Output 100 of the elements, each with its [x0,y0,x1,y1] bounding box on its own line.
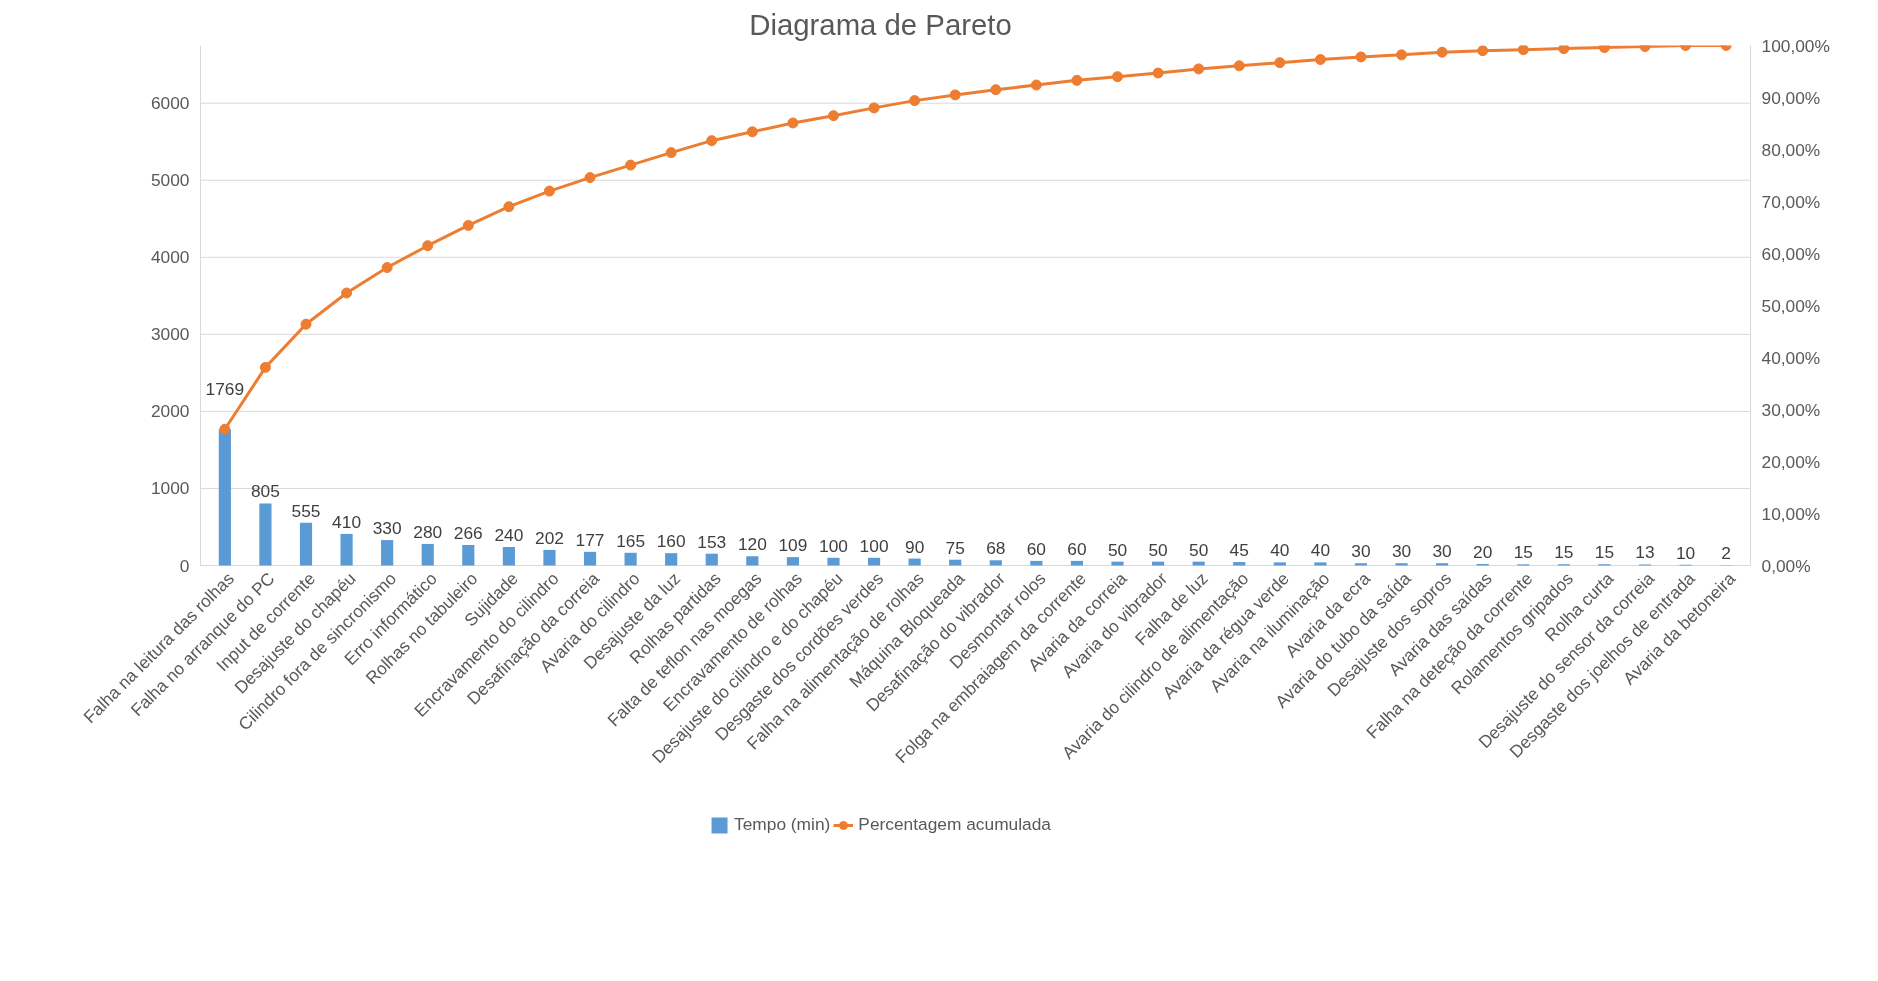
bar [746,556,759,566]
point [706,135,718,147]
bar [1030,560,1043,566]
point [1314,54,1326,66]
point [503,201,515,213]
point [827,110,839,122]
point [422,240,434,252]
data-label: 410 [332,511,362,532]
bar [1273,562,1286,566]
point [746,126,758,138]
bar [705,553,718,566]
bar [949,559,962,566]
data-label: 50 [1107,539,1128,560]
point [1071,74,1083,86]
point [543,185,555,197]
data-label: 177 [575,529,605,550]
data-label: 45 [1229,540,1249,561]
data-label: 15 [1554,542,1574,563]
data-label: 153 [697,531,727,552]
point [868,102,880,114]
data-label: 202 [535,527,564,548]
data-label: 75 [945,537,965,558]
point [1517,45,1529,56]
point [1112,71,1124,83]
point [909,95,921,107]
y2-tick-label: 10,00% [1761,503,1821,524]
bar [1111,561,1124,566]
point [1355,51,1367,63]
data-label: 330 [372,518,402,539]
bar [543,549,556,566]
bar [867,557,881,566]
point [665,147,677,159]
bar [1070,560,1084,566]
data-label: 160 [656,531,686,552]
point [990,84,1002,96]
y-tick-label: 5000 [150,170,190,191]
data-label: 90 [905,536,925,557]
point [787,117,799,129]
point [1396,49,1408,61]
data-label: 109 [778,535,808,556]
data-label: 40 [1270,540,1290,561]
data-label: 266 [453,523,483,544]
y-tick-label: 6000 [150,93,190,114]
bar [665,553,678,566]
point [1152,67,1164,79]
data-label: 30 [1432,541,1452,562]
data-label: 165 [616,530,646,551]
point [1030,79,1042,91]
chart-title: Diagrama de Pareto [749,7,1012,41]
y-tick-label: 3000 [150,324,190,345]
data-label: 240 [494,525,524,546]
bar [827,557,840,566]
point [462,219,474,231]
point [300,318,312,330]
point [949,89,961,101]
point [1598,45,1610,54]
data-label: 2 [1721,543,1731,564]
y2-tick-label: 20,00% [1761,451,1821,472]
data-label: 120 [737,534,767,555]
bar [908,558,921,566]
y2-tick-label: 60,00% [1761,243,1821,264]
y2-tick-label: 90,00% [1761,87,1821,108]
bar [1152,561,1165,566]
bar [218,429,231,566]
data-label: 20 [1473,541,1493,562]
data-label: 555 [291,500,321,521]
point [1477,45,1489,57]
data-label: 50 [1189,539,1209,560]
data-label: 1769 [205,379,245,400]
bar [462,545,475,566]
bar [381,540,394,566]
bar [299,522,313,566]
bar [502,547,515,566]
point [341,287,353,299]
data-label: 15 [1594,542,1615,563]
data-label: 100 [819,535,848,556]
y2-tick-label: 0,00% [1761,555,1811,576]
y2-tick-label: 50,00% [1761,295,1821,316]
y2-tick-label: 80,00% [1761,139,1821,160]
legend-label: Tempo (min) [734,814,831,835]
data-label: 13 [1635,542,1655,563]
bar [340,533,353,566]
y2-tick-label: 100,00% [1761,35,1830,56]
point [1193,63,1205,75]
data-label: 805 [250,481,280,502]
y2-tick-label: 30,00% [1761,399,1821,420]
bar [583,551,597,566]
point [1233,60,1245,72]
point [219,423,231,435]
bar [1395,563,1408,566]
y-tick-label: 1000 [150,478,190,499]
point [1436,46,1448,58]
y-tick-label: 4000 [150,247,190,268]
legend-label: Percentagem acumulada [858,814,1051,835]
data-label: 60 [1067,538,1087,559]
data-label: 60 [1026,538,1047,559]
data-label: 15 [1513,542,1533,563]
y2-tick-label: 40,00% [1761,347,1821,368]
data-label: 68 [986,538,1006,559]
bar [1436,563,1449,566]
